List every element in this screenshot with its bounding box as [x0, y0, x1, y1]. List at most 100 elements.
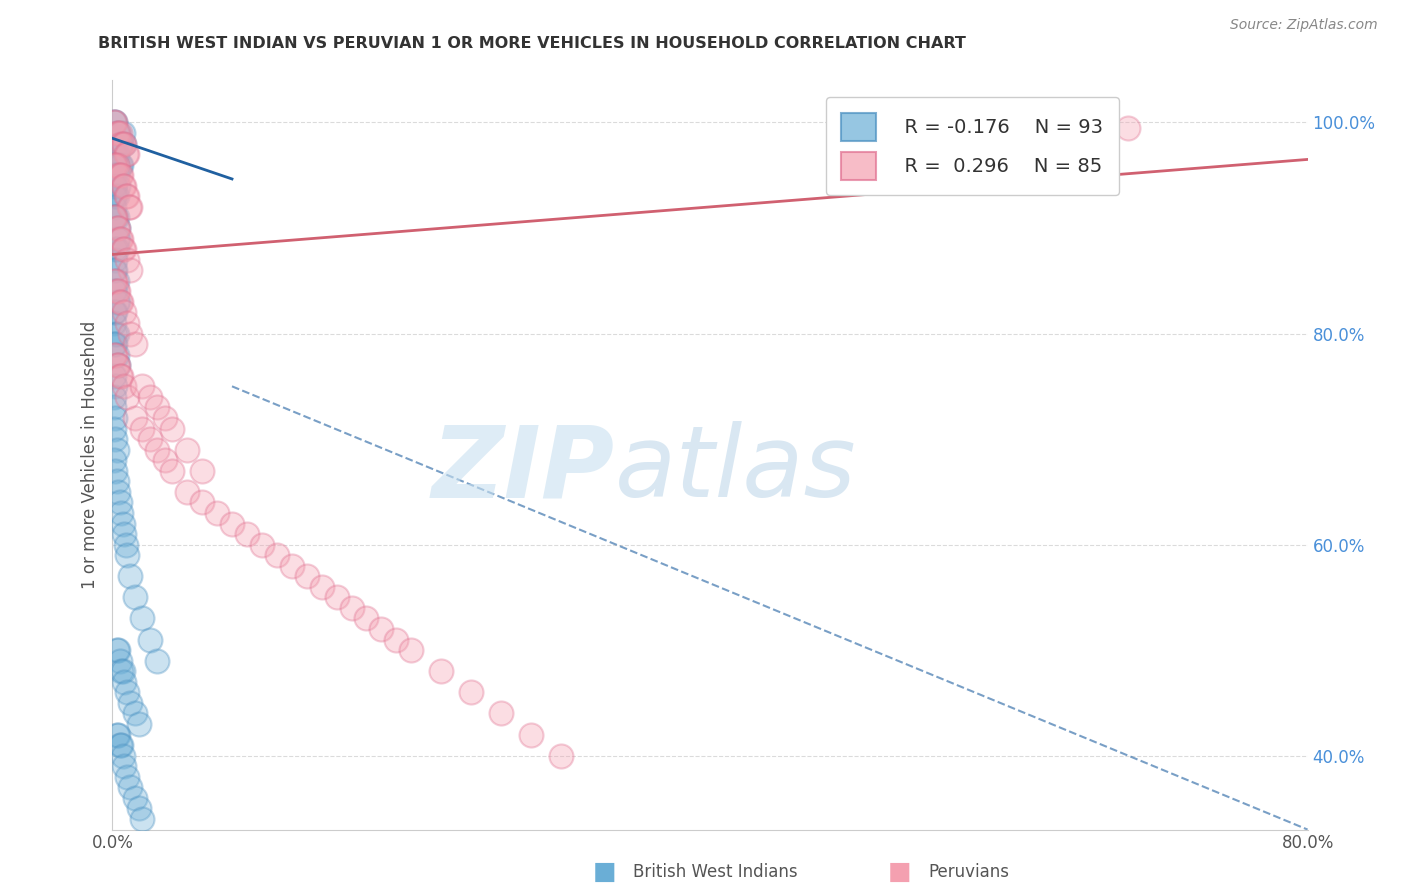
Point	[103, 421, 125, 435]
Point	[356, 611, 378, 625]
Point	[104, 411, 127, 425]
Point	[120, 569, 142, 583]
Text: ■: ■	[593, 861, 616, 884]
Point	[176, 484, 198, 499]
Point	[111, 748, 134, 763]
Point	[108, 738, 131, 752]
Point	[117, 770, 139, 784]
Point	[325, 591, 347, 605]
Point	[489, 706, 512, 721]
Point	[146, 401, 169, 415]
Text: ■: ■	[889, 861, 911, 884]
Point	[114, 136, 135, 151]
Point	[311, 580, 333, 594]
Point	[340, 601, 363, 615]
Point	[108, 495, 131, 509]
Point	[107, 221, 129, 235]
Point	[103, 211, 125, 225]
Point	[105, 126, 128, 140]
Point	[107, 294, 129, 309]
Point	[153, 453, 176, 467]
Point	[105, 147, 128, 161]
Point	[103, 316, 125, 330]
Point	[520, 728, 543, 742]
Point	[104, 211, 127, 225]
Text: Peruvians: Peruvians	[928, 863, 1010, 881]
Point	[191, 495, 214, 509]
Text: BRITISH WEST INDIAN VS PERUVIAN 1 OR MORE VEHICLES IN HOUSEHOLD CORRELATION CHAR: BRITISH WEST INDIAN VS PERUVIAN 1 OR MOR…	[98, 36, 966, 51]
Point	[117, 252, 139, 267]
Point	[107, 643, 129, 657]
Point	[111, 126, 134, 140]
Point	[107, 168, 129, 182]
Point	[146, 654, 169, 668]
Point	[110, 665, 132, 679]
Text: British West Indians: British West Indians	[633, 863, 797, 881]
Point	[117, 548, 139, 562]
Point	[108, 294, 131, 309]
Point	[114, 178, 135, 193]
Point	[103, 115, 125, 129]
Point	[430, 665, 453, 679]
Point	[118, 200, 141, 214]
Point	[107, 178, 129, 193]
Point	[128, 717, 150, 731]
Point	[114, 379, 135, 393]
Point	[120, 263, 142, 277]
Point	[281, 558, 304, 573]
Point	[236, 527, 259, 541]
Point	[111, 665, 134, 679]
Point	[114, 136, 135, 151]
Point	[105, 189, 128, 203]
Point	[146, 442, 169, 457]
Point	[191, 464, 214, 478]
Point	[295, 569, 318, 583]
Point	[124, 706, 146, 721]
Point	[103, 189, 125, 203]
Point	[162, 464, 183, 478]
Point	[110, 231, 132, 245]
Point	[104, 285, 127, 299]
Point	[103, 305, 125, 319]
Point	[105, 442, 128, 457]
Point	[153, 411, 176, 425]
Point	[115, 189, 138, 203]
Point	[104, 305, 127, 319]
Point	[110, 168, 132, 182]
Point	[1118, 120, 1140, 135]
Point	[124, 337, 146, 351]
Point	[107, 358, 129, 372]
Point	[104, 147, 127, 161]
Point	[103, 178, 125, 193]
Point	[107, 126, 129, 140]
Point	[107, 126, 129, 140]
Point	[104, 348, 127, 362]
Point	[131, 812, 153, 826]
Point	[120, 696, 142, 710]
Point	[550, 748, 572, 763]
Point	[105, 326, 128, 341]
Point	[114, 759, 135, 773]
Point	[103, 453, 125, 467]
Point	[120, 780, 142, 795]
Point	[139, 432, 162, 446]
Point	[385, 632, 408, 647]
Point	[139, 632, 162, 647]
Point	[111, 242, 134, 256]
Point	[104, 158, 127, 172]
Point	[266, 548, 288, 562]
Point	[108, 168, 131, 182]
Point	[250, 538, 273, 552]
Point	[111, 136, 134, 151]
Point	[105, 285, 128, 299]
Point	[115, 538, 138, 552]
Point	[105, 348, 128, 362]
Point	[108, 158, 131, 172]
Point	[105, 126, 128, 140]
Point	[114, 242, 135, 256]
Point	[107, 728, 129, 742]
Point	[104, 252, 127, 267]
Text: ZIP: ZIP	[432, 421, 614, 518]
Point	[117, 685, 139, 699]
Point	[131, 421, 153, 435]
